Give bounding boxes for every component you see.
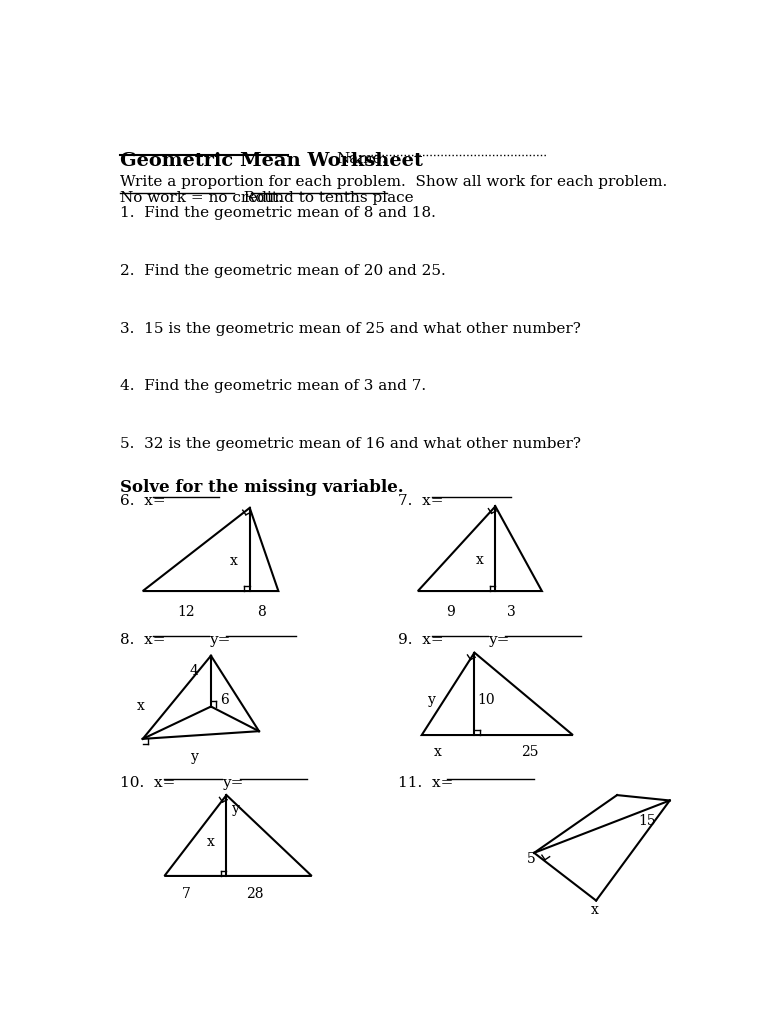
Text: No work = no credit.: No work = no credit. bbox=[119, 190, 283, 205]
Text: 5.  32 is the geometric mean of 16 and what other number?: 5. 32 is the geometric mean of 16 and wh… bbox=[119, 437, 581, 451]
Text: x: x bbox=[207, 836, 215, 849]
Text: 7.  x=: 7. x= bbox=[399, 494, 444, 508]
Text: x: x bbox=[434, 745, 441, 759]
Text: 12: 12 bbox=[178, 605, 196, 618]
Text: Name:: Name: bbox=[336, 153, 387, 166]
Text: 9: 9 bbox=[447, 605, 455, 618]
Text: y=: y= bbox=[487, 634, 509, 647]
Text: 8: 8 bbox=[256, 605, 266, 618]
Text: y=: y= bbox=[222, 776, 243, 790]
Text: Round to tenths place: Round to tenths place bbox=[234, 190, 413, 205]
Text: 4.  Find the geometric mean of 3 and 7.: 4. Find the geometric mean of 3 and 7. bbox=[119, 379, 426, 393]
Text: 6.  x=: 6. x= bbox=[119, 494, 165, 508]
Text: x: x bbox=[229, 554, 237, 568]
Text: y: y bbox=[232, 802, 239, 816]
Text: x: x bbox=[476, 553, 484, 566]
Text: 3.  15 is the geometric mean of 25 and what other number?: 3. 15 is the geometric mean of 25 and wh… bbox=[119, 322, 581, 336]
Text: 15: 15 bbox=[639, 814, 656, 828]
Text: x: x bbox=[591, 903, 598, 916]
Text: 25: 25 bbox=[521, 745, 538, 759]
Text: y: y bbox=[428, 692, 436, 707]
Text: 10.  x=: 10. x= bbox=[119, 776, 175, 790]
Text: 11.  x=: 11. x= bbox=[399, 776, 454, 790]
Text: 10: 10 bbox=[477, 692, 495, 707]
Text: x: x bbox=[136, 698, 145, 713]
Text: 3: 3 bbox=[507, 605, 516, 618]
Text: y=: y= bbox=[209, 634, 230, 647]
Text: 8.  x=: 8. x= bbox=[119, 634, 165, 647]
Text: 2.  Find the geometric mean of 20 and 25.: 2. Find the geometric mean of 20 and 25. bbox=[119, 264, 445, 278]
Text: 6: 6 bbox=[220, 692, 229, 707]
Text: Solve for the missing variable.: Solve for the missing variable. bbox=[119, 478, 403, 496]
Text: 4: 4 bbox=[189, 665, 198, 678]
Text: Geometric Mean Worksheet: Geometric Mean Worksheet bbox=[119, 153, 423, 170]
Text: y: y bbox=[191, 751, 199, 765]
Text: 9.  x=: 9. x= bbox=[399, 634, 444, 647]
Text: 28: 28 bbox=[246, 887, 263, 901]
Text: 1.  Find the geometric mean of 8 and 18.: 1. Find the geometric mean of 8 and 18. bbox=[119, 206, 435, 220]
Text: Write a proportion for each problem.  Show all work for each problem.: Write a proportion for each problem. Sho… bbox=[119, 175, 667, 189]
Text: 5: 5 bbox=[527, 852, 536, 866]
Text: 7: 7 bbox=[182, 887, 190, 901]
